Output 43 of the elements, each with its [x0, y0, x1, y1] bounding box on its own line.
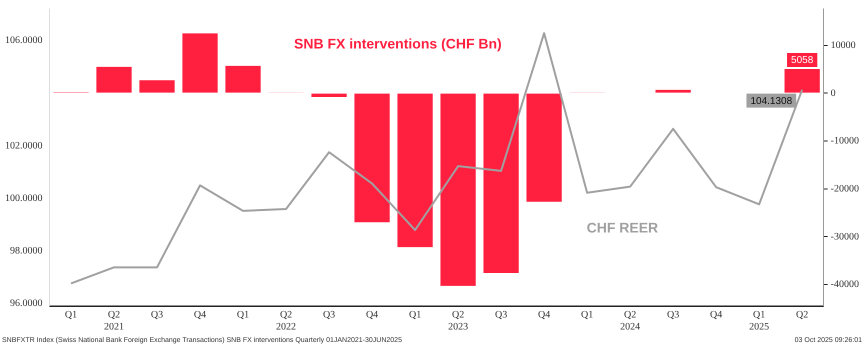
x-tick-label: Q4: [366, 310, 378, 321]
y2-tick-label: 10000: [830, 40, 856, 51]
data-label: 104.1308: [750, 96, 793, 107]
y2-tick-label: -40000: [830, 279, 860, 290]
bar: [225, 66, 261, 93]
x-tick-label: Q4: [194, 310, 206, 321]
bar: [483, 94, 519, 273]
y-tick-label: 106.0000: [5, 35, 42, 46]
x-tick-label: Q1: [581, 310, 594, 321]
bar: [354, 94, 390, 222]
x-tick-label: Q1: [408, 310, 422, 321]
bar: [440, 94, 476, 286]
y-tick-label: 98.0000: [10, 245, 42, 256]
y-tick-label: 96.0000: [10, 298, 42, 309]
x-tick-label: Q2 2024: [620, 310, 640, 333]
y-tick-label: 102.0000: [5, 140, 42, 152]
bar: [526, 94, 562, 202]
x-tick-label: Q3: [322, 310, 336, 321]
x-tick-label: Q3: [150, 310, 164, 321]
x-tick-label: Q1: [236, 310, 250, 321]
x-tick-label: Q1: [64, 310, 78, 321]
bar: [96, 66, 132, 93]
x-tick-label: Q1 2025: [749, 310, 770, 333]
bar: [139, 80, 175, 93]
x-tick-label: Q2: [796, 310, 808, 321]
y-tick-label: 100.0000: [5, 192, 42, 204]
bar: [182, 33, 218, 93]
bar: [397, 94, 433, 248]
y2-tick-label: -20000: [830, 183, 860, 194]
y2-tick-label: -30000: [830, 231, 860, 242]
x-tick-label: Q3: [494, 310, 508, 321]
x-tick-label: Q2 2021: [104, 310, 124, 333]
x-tick-label: Q3: [667, 310, 680, 321]
x-tick-label: Q4: [710, 310, 722, 321]
x-tick-label: Q2 2023: [448, 310, 468, 333]
x-tick-label: Q2 2022: [276, 310, 296, 333]
text: SNB FX interventions (CHF Bn): [294, 36, 502, 52]
data-label: 5058: [791, 55, 814, 66]
series-label: CHF REER: [586, 220, 658, 236]
y2-tick-label: 0: [830, 88, 836, 99]
y2-tick-label: -10000: [830, 136, 860, 147]
x-tick-label: Q4: [538, 310, 550, 321]
bar: [311, 94, 347, 97]
